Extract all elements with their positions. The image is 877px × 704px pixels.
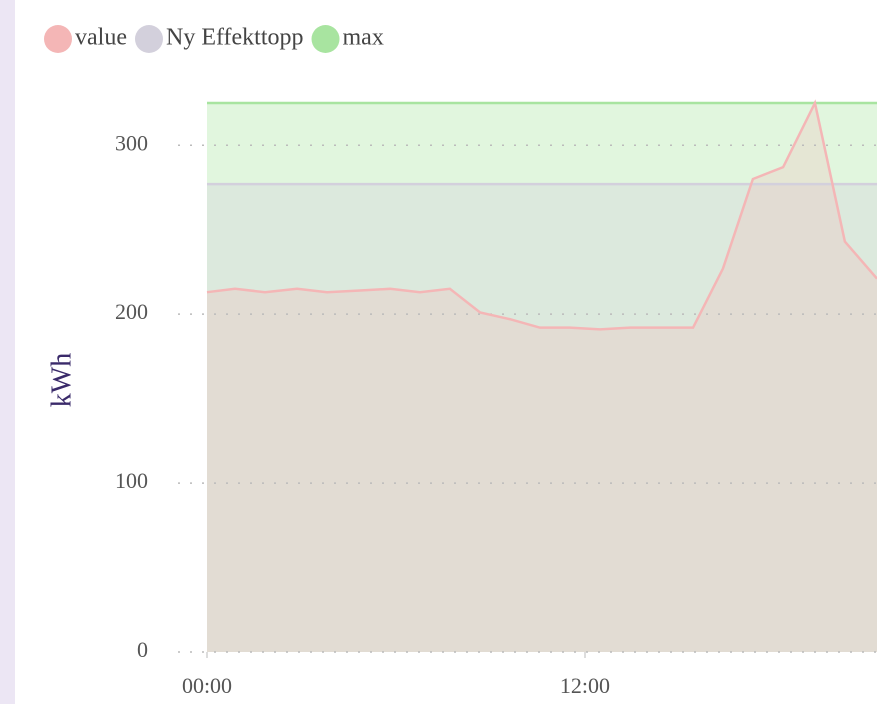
y-tick-label: 0 [137, 637, 148, 662]
legend-swatch [44, 25, 72, 53]
x-tick-label: 00:00 [182, 673, 232, 698]
side-strip [0, 0, 15, 704]
y-tick-label: 100 [115, 468, 148, 493]
x-tick-label: 12:00 [560, 673, 610, 698]
line [206, 99, 877, 331]
legend-swatch [134, 25, 163, 53]
legend-label: Ny Effekttopp [166, 25, 304, 51]
legend: value Ny Effekttopp max [44, 25, 384, 53]
y-tick-label: 300 [115, 130, 148, 155]
area-fill [207, 103, 877, 652]
y-axis-label: kWh [46, 353, 77, 407]
legend-label: value [75, 25, 127, 51]
legend-swatch [311, 25, 340, 53]
area-fill [207, 103, 877, 652]
legend-label: max [343, 25, 384, 51]
area-fill [207, 184, 877, 653]
y-tick-label: 200 [115, 299, 148, 324]
